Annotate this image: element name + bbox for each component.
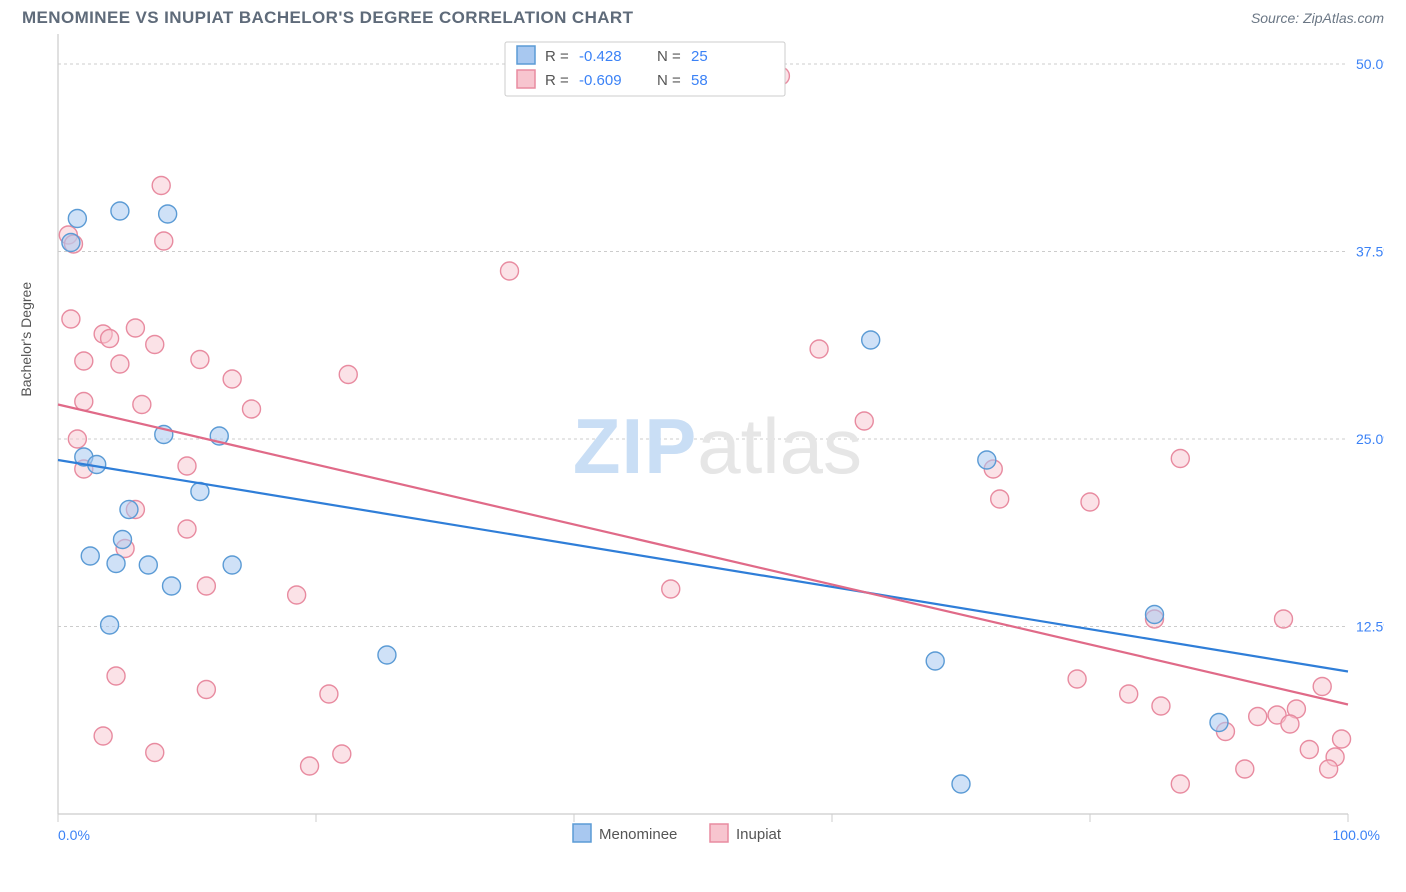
chart-header: MENOMINEE VS INUPIAT BACHELOR'S DEGREE C… xyxy=(0,0,1406,34)
data-point xyxy=(1210,714,1228,732)
data-point xyxy=(243,400,261,418)
data-point xyxy=(223,370,241,388)
legend-r-value: -0.428 xyxy=(579,48,622,65)
data-point xyxy=(107,667,125,685)
legend-r-label: R = xyxy=(545,48,569,65)
y-axis-label: Bachelor's Degree xyxy=(18,282,34,397)
legend-swatch xyxy=(517,70,535,88)
data-point xyxy=(68,430,86,448)
data-point xyxy=(178,457,196,475)
data-point xyxy=(320,685,338,703)
y-tick-label: 25.0% xyxy=(1356,431,1384,447)
data-point xyxy=(75,352,93,370)
chart-title: MENOMINEE VS INUPIAT BACHELOR'S DEGREE C… xyxy=(22,8,633,28)
data-point xyxy=(223,556,241,574)
legend-r-label: R = xyxy=(545,72,569,89)
data-point xyxy=(197,577,215,595)
data-point xyxy=(1171,775,1189,793)
data-point xyxy=(1171,450,1189,468)
scatter-chart: 12.5% 25.0% 37.5% 50.0% 0.0% 100.0% R = -0.428 N… xyxy=(22,34,1384,874)
data-point xyxy=(81,547,99,565)
data-point xyxy=(163,577,181,595)
x-tick-label: 100.0% xyxy=(1333,827,1380,843)
data-point xyxy=(978,451,996,469)
data-point xyxy=(75,393,93,411)
data-point xyxy=(1152,697,1170,715)
data-point xyxy=(662,580,680,598)
legend-swatch xyxy=(710,824,728,842)
trend-line xyxy=(58,460,1348,672)
data-point xyxy=(126,319,144,337)
data-point xyxy=(1081,493,1099,511)
data-point xyxy=(1120,685,1138,703)
data-point xyxy=(146,336,164,354)
x-tick-label: 0.0% xyxy=(58,827,90,843)
data-point xyxy=(94,727,112,745)
legend-n-label: N = xyxy=(657,72,681,89)
legend-swatch xyxy=(573,824,591,842)
data-point xyxy=(111,202,129,220)
data-point xyxy=(68,210,86,228)
legend-swatch xyxy=(517,46,535,64)
chart-source: Source: ZipAtlas.com xyxy=(1251,10,1384,26)
data-point xyxy=(855,412,873,430)
data-point xyxy=(378,646,396,664)
data-point xyxy=(62,234,80,252)
trend-line xyxy=(58,405,1348,705)
data-point xyxy=(152,177,170,195)
legend-n-value: 58 xyxy=(691,72,708,89)
data-point xyxy=(1333,730,1351,748)
data-point xyxy=(991,490,1009,508)
data-point xyxy=(139,556,157,574)
data-point xyxy=(1320,760,1338,778)
data-point xyxy=(1146,606,1164,624)
data-point xyxy=(952,775,970,793)
data-point xyxy=(101,616,119,634)
data-point xyxy=(107,555,125,573)
data-point xyxy=(288,586,306,604)
data-point xyxy=(146,744,164,762)
data-point xyxy=(1281,715,1299,733)
data-point xyxy=(1313,678,1331,696)
data-point xyxy=(926,652,944,670)
source-value: ZipAtlas.com xyxy=(1303,10,1384,26)
data-point xyxy=(862,331,880,349)
data-point xyxy=(159,205,177,223)
data-point xyxy=(191,351,209,369)
legend-series-label: Inupiat xyxy=(736,826,782,843)
data-point xyxy=(62,310,80,328)
y-tick-label: 50.0% xyxy=(1356,56,1384,72)
legend-n-value: 25 xyxy=(691,48,708,65)
data-point xyxy=(301,757,319,775)
data-point xyxy=(1275,610,1293,628)
legend-n-label: N = xyxy=(657,48,681,65)
data-point xyxy=(1249,708,1267,726)
source-label: Source: xyxy=(1251,10,1303,26)
legend-r-value: -0.609 xyxy=(579,72,622,89)
data-point xyxy=(339,366,357,384)
data-point xyxy=(333,745,351,763)
data-point xyxy=(1236,760,1254,778)
data-point xyxy=(810,340,828,358)
data-point xyxy=(133,396,151,414)
data-point xyxy=(111,355,129,373)
data-point xyxy=(155,232,173,250)
data-point xyxy=(501,262,519,280)
y-tick-label: 37.5% xyxy=(1356,244,1384,260)
data-point xyxy=(120,501,138,519)
legend-series-label: Menominee xyxy=(599,826,677,843)
data-point xyxy=(1068,670,1086,688)
data-point xyxy=(1300,741,1318,759)
data-point xyxy=(178,520,196,538)
chart-container: Bachelor's Degree ZIPatlas 12.5%25.0%37.… xyxy=(22,34,1384,874)
data-point xyxy=(114,531,132,549)
data-point xyxy=(197,681,215,699)
y-tick-label: 12.5% xyxy=(1356,619,1384,635)
data-point xyxy=(101,330,119,348)
